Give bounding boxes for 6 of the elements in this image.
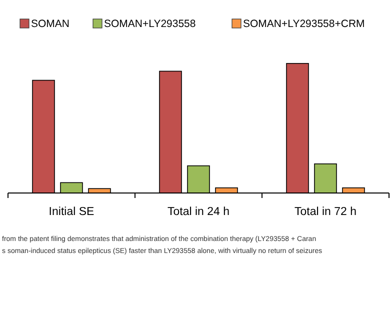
x-tick-label: Total in 24 h: [167, 206, 230, 218]
legend-label: SOMAN+LY293558: [104, 18, 196, 30]
x-tick-label: Total in 72 h: [294, 206, 357, 218]
x-tick-label: Initial SE: [48, 206, 95, 218]
legend-label: SOMAN+LY293558+CRM: [243, 18, 365, 30]
legend-label: SOMAN: [31, 18, 70, 30]
